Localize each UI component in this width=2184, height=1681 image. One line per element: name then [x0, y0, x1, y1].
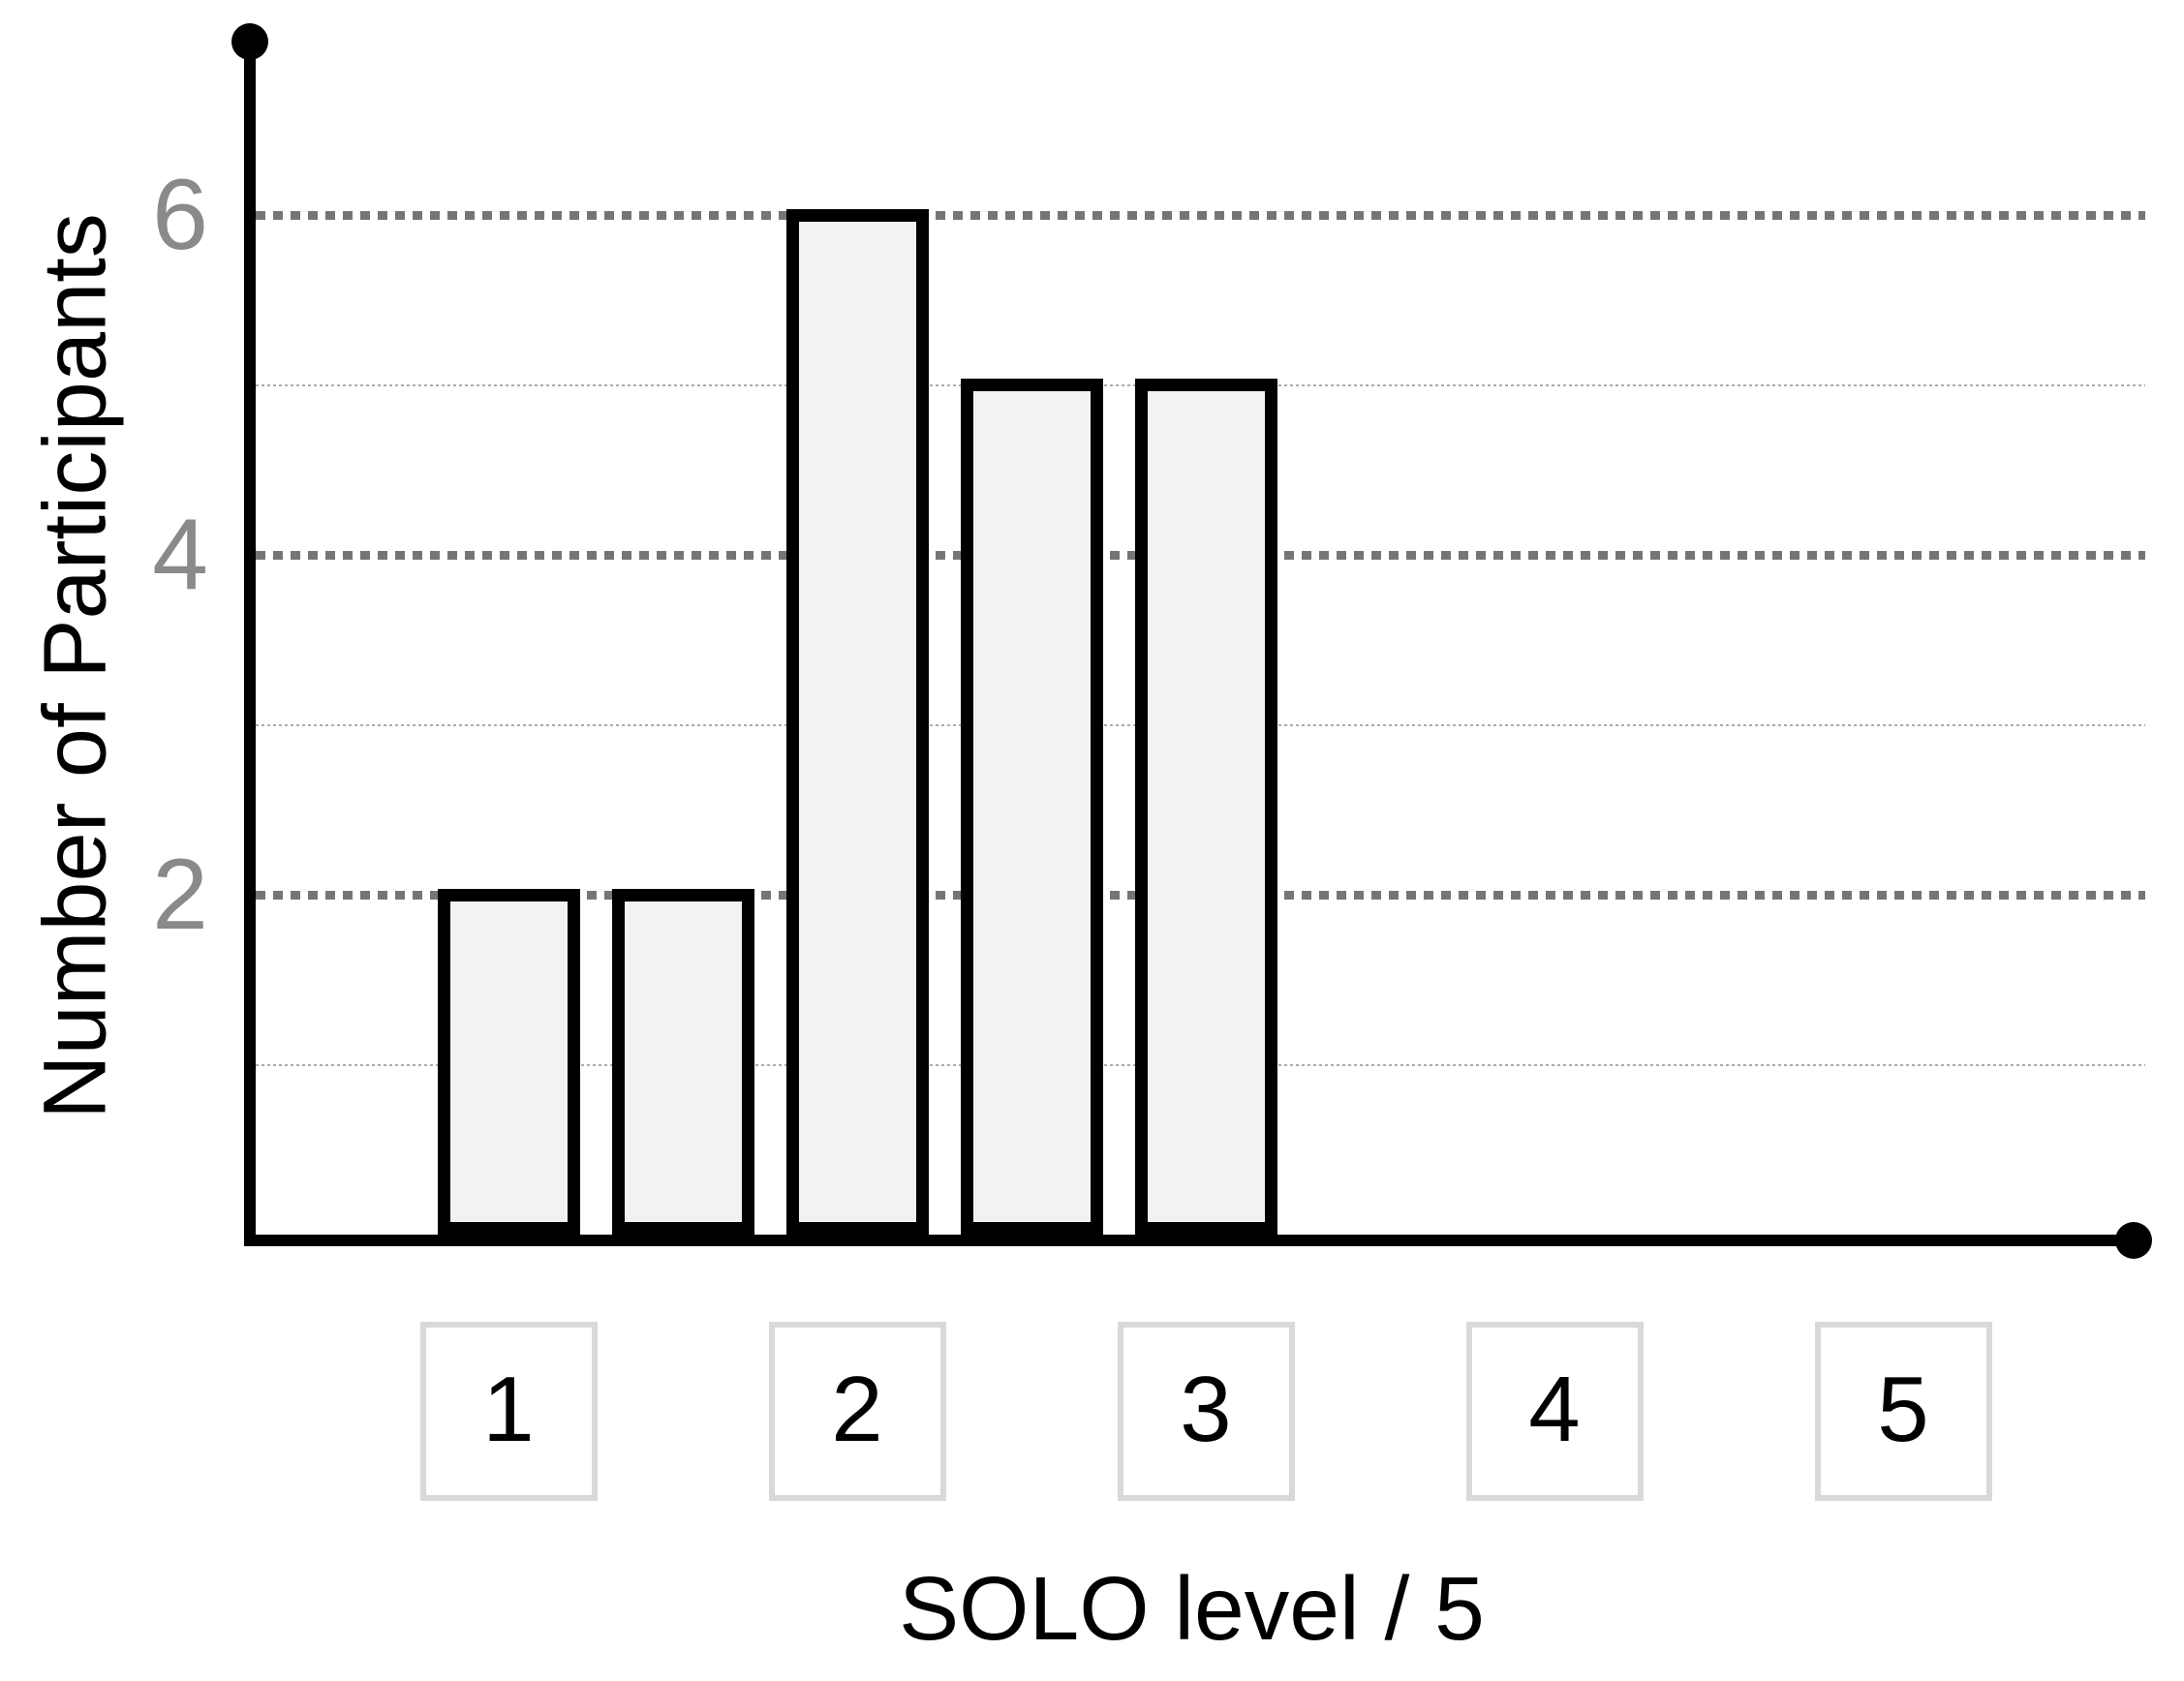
x-category-box: 4	[1465, 1322, 1644, 1501]
y-tick-label: 6	[152, 159, 208, 271]
bar	[437, 888, 580, 1235]
x-category-box: 3	[1117, 1322, 1295, 1501]
y-axis-line	[244, 42, 256, 1240]
x-category-box: 2	[768, 1322, 946, 1501]
bar	[1134, 379, 1277, 1235]
y-axis-title: Number of Participants	[25, 213, 125, 1119]
major-gridline	[256, 210, 2145, 220]
y-tick-label: 2	[152, 839, 208, 951]
x-axis-title: SOLO level / 5	[899, 1558, 1485, 1659]
x-category-box: 1	[419, 1322, 598, 1501]
x-category-box: 5	[1814, 1322, 1992, 1501]
bar	[611, 888, 754, 1235]
y-axis-end-dot	[231, 23, 268, 60]
bar	[960, 379, 1103, 1235]
y-tick-label: 4	[152, 499, 208, 611]
bar	[785, 208, 929, 1235]
x-axis-end-dot	[2115, 1222, 2152, 1259]
x-axis-line	[244, 1235, 2134, 1246]
